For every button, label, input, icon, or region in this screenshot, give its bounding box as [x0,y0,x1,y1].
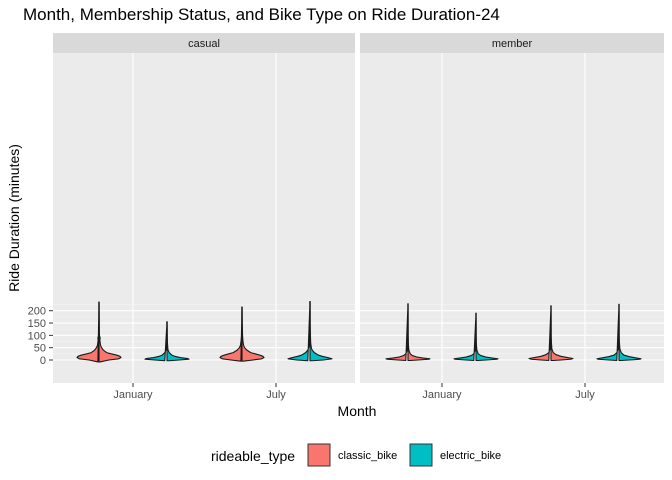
facet-member: member [360,33,664,383]
violins-member [385,303,642,362]
legend-label-electric-bike: electric_bike [440,450,501,462]
violin-member-july-electric-bike [596,303,642,362]
strip-label-casual: casual [188,38,220,50]
facet-casual: casual [53,33,355,383]
violin-member-january-electric-bike [453,312,499,362]
x-tick-label: January [113,389,153,401]
y-tick-label: 200 [28,306,46,318]
legend: rideable_type classic_bike electric_bike [211,443,501,467]
strip-casual [53,33,355,53]
violin-member-january-classic-bike [385,303,431,362]
legend-label-classic-bike: classic_bike [338,450,397,462]
y-tick-label: 100 [28,330,46,342]
x-tick-label: January [422,389,462,401]
legend-swatch-classic-bike [307,443,331,467]
y-tick-label: 50 [34,343,46,355]
x-axis-title: Month [338,403,377,419]
legend-swatch-electric-bike [409,443,433,467]
x-tick-label: July [266,389,286,401]
y-tick-label: 150 [28,318,46,330]
y-axis-title: Ride Duration (minutes) [6,144,22,292]
strip-member [360,33,664,53]
violin-casual-january-classic-bike [76,301,122,363]
violin-casual-july-electric-bike [287,301,333,362]
violin-casual-july-classic-bike [219,306,265,362]
x-axis: January July January July [113,383,595,401]
y-tick-label: 0 [40,355,46,367]
panel-member [360,53,664,383]
violin-member-july-classic-bike [528,305,574,362]
panel-casual [53,53,355,383]
chart-title: Month, Membership Status, and Bike Type … [23,5,500,24]
violins-casual [76,301,333,363]
legend-title: rideable_type [211,448,295,464]
x-tick-label: July [575,389,595,401]
strip-label-member: member [492,38,533,50]
violin-casual-january-electric-bike [144,321,190,362]
